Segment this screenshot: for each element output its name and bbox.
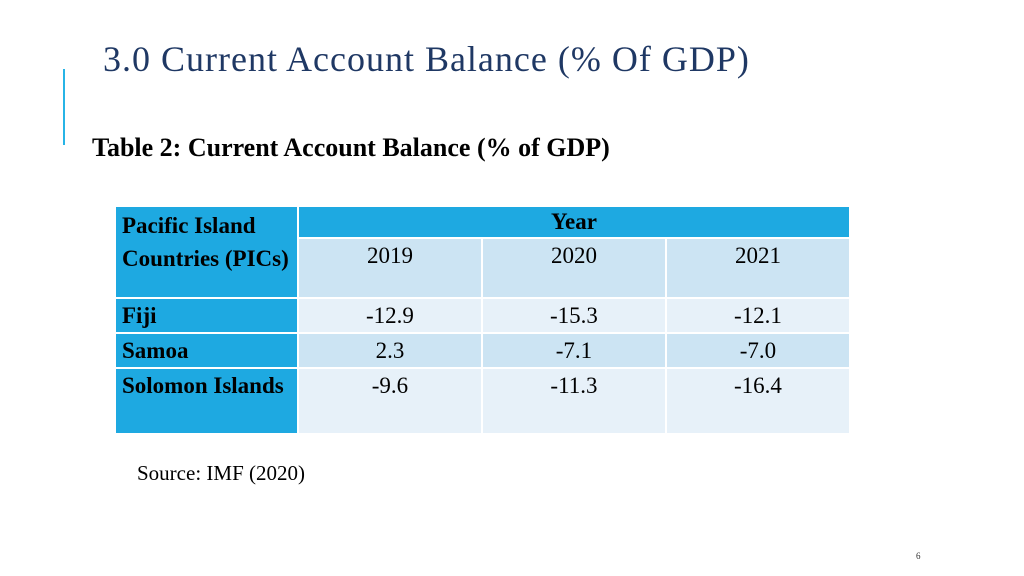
year-2021: 2021	[664, 237, 852, 299]
value-cell: -11.3	[480, 367, 667, 435]
value-cell: -12.9	[296, 297, 483, 334]
source-note: Source: IMF (2020)	[137, 461, 305, 485]
slide-title: 3.0 Current Account Balance (% Of GDP)	[103, 39, 750, 79]
year-row: 2019 2020 2021	[115, 237, 852, 299]
value-cell: -16.4	[664, 367, 852, 435]
value-cell: -9.6	[296, 367, 483, 435]
country-label: Samoa	[114, 332, 299, 369]
year-2019: 2019	[296, 237, 483, 299]
page-number: 6	[916, 551, 921, 561]
value-cell: -15.3	[480, 297, 667, 334]
value-cell: 2.3	[296, 332, 483, 369]
value-cell: -12.1	[664, 297, 852, 334]
accent-bar	[63, 69, 65, 145]
table-row: Samoa 2.3 -7.1 -7.0	[114, 332, 852, 369]
country-label: Solomon Islands	[114, 367, 299, 435]
table-row: Fiji -12.9 -15.3 -12.1	[114, 297, 852, 334]
value-cell: -7.0	[664, 332, 852, 369]
country-label: Fiji	[114, 297, 299, 334]
year-header: Year	[296, 205, 852, 239]
current-account-table: Pacific Island Countries (PICs) Year 201…	[114, 205, 852, 435]
value-cell: -7.1	[480, 332, 667, 369]
year-2020: 2020	[480, 237, 667, 299]
table-caption: Table 2: Current Account Balance (% of G…	[92, 133, 610, 162]
table-header-row: Pacific Island Countries (PICs) Year	[114, 205, 852, 299]
table-row: Solomon Islands -9.6 -11.3 -16.4	[114, 367, 852, 435]
pics-header: Pacific Island Countries (PICs)	[114, 205, 299, 299]
